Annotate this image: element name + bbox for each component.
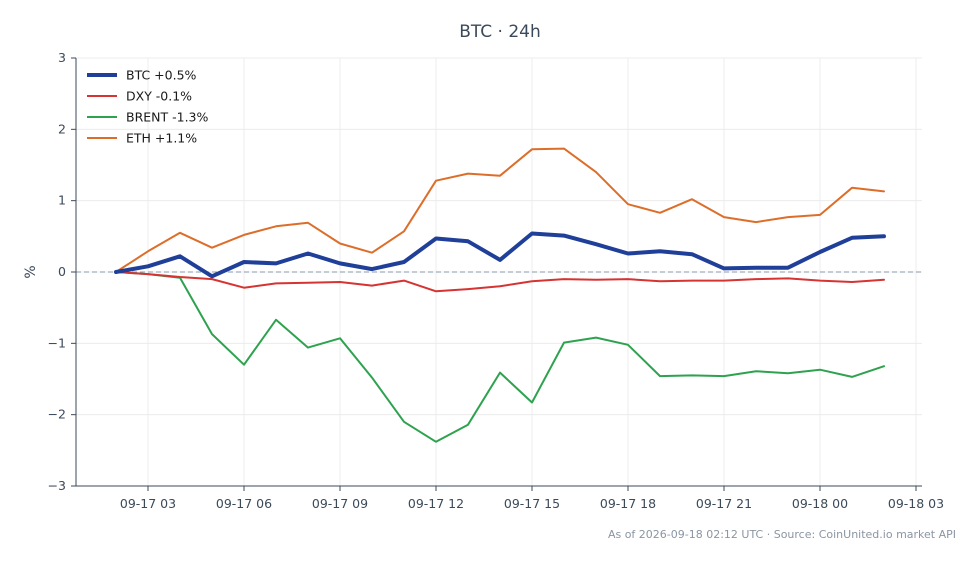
y-axis-ticks: 3 2 1 0 −1 −2 −3 xyxy=(48,50,76,493)
x-tick-label: 09-17 15 xyxy=(504,496,560,511)
series-group xyxy=(114,147,886,443)
legend-label: BRENT -1.3% xyxy=(126,110,209,125)
x-tick-label: 09-17 03 xyxy=(120,496,176,511)
footer-note: As of 2026-09-18 02:12 UTC · Source: Coi… xyxy=(608,528,956,541)
chart-title: BTC · 24h xyxy=(459,22,541,42)
series-line-eth xyxy=(115,147,885,273)
y-tick-label: 3 xyxy=(58,50,66,65)
y-tick-label: 2 xyxy=(58,121,66,136)
y-axis-label: % xyxy=(23,265,39,278)
legend-label: BTC +0.5% xyxy=(126,68,197,83)
legend-label: ETH +1.1% xyxy=(126,131,197,146)
x-tick-label: 09-18 00 xyxy=(792,496,848,511)
x-tick-label: 09-17 18 xyxy=(600,496,656,511)
x-tick-label: 09-17 06 xyxy=(216,496,272,511)
series-line-brent xyxy=(115,271,885,443)
y-tick-label: 1 xyxy=(58,193,66,208)
x-tick-label: 09-18 03 xyxy=(888,496,944,511)
legend: BTC +0.5% DXY -0.1% BRENT -1.3% ETH +1.1% xyxy=(87,68,209,146)
y-tick-label: −1 xyxy=(48,335,66,350)
series-line-btc xyxy=(114,231,886,279)
legend-label: DXY -0.1% xyxy=(126,89,192,104)
x-axis-ticks: 09-17 03 09-17 06 09-17 09 09-17 12 09-17 15… xyxy=(120,486,944,511)
x-tick-label: 09-17 09 xyxy=(312,496,368,511)
series-line-dxy xyxy=(115,271,885,293)
y-tick-label: −2 xyxy=(48,407,66,422)
x-tick-label: 09-17 12 xyxy=(408,496,464,511)
x-tick-label: 09-17 21 xyxy=(696,496,752,511)
y-tick-label: −3 xyxy=(48,478,66,493)
y-tick-label: 0 xyxy=(58,264,66,279)
